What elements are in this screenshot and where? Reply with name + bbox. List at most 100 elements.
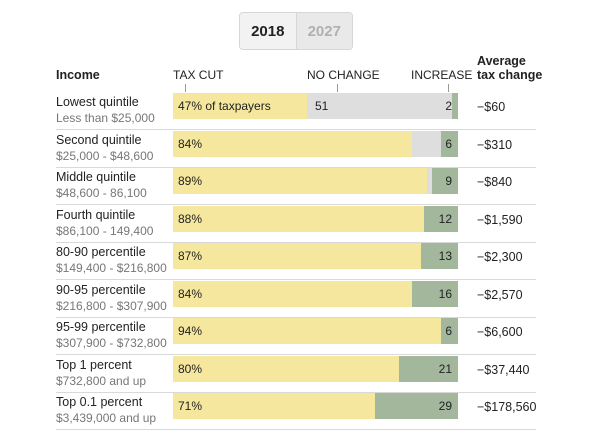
increase-value-label: 9 [445, 174, 452, 188]
year-2018-button[interactable]: 2018 [240, 13, 297, 49]
tax-cut-bar-segment [173, 168, 427, 194]
increase-bar-segment [412, 280, 458, 307]
table-row: Lowest quintile Less than $25,000 47% of t… [56, 91, 536, 130]
increase-bar-segment [375, 393, 458, 419]
tax-cut-value-label: 80% [178, 361, 203, 376]
increase-bar-segment [398, 355, 458, 382]
tax-cut-bar-segment [173, 280, 413, 307]
stacked-bar: 84% 16 [173, 280, 458, 307]
stacked-bar: 47% of taxpayers 51 2 [173, 93, 458, 119]
table-row: Fourth quintile $86,100 - 149,400 88% 12 −$1… [56, 204, 536, 243]
income-range-label: $48,600 - 86,100 [56, 186, 147, 200]
row-divider [56, 429, 536, 430]
tax-cut-value-label: 84% [178, 286, 203, 301]
tax-cut-value-label: 94% [178, 324, 203, 338]
no-change-bar-segment [426, 168, 433, 194]
row-divider [56, 204, 536, 205]
year-toggle: 2018 2027 [239, 12, 353, 50]
tax-cut-tick [185, 84, 186, 92]
table-row: Top 1 percent $732,800 and up 80% 21 −$37,44… [56, 354, 536, 393]
increase-header: INCREASE [411, 68, 473, 82]
row-divider [56, 279, 536, 280]
income-range-label: $732,800 and up [56, 373, 147, 388]
row-divider [56, 391, 536, 393]
income-range-label: $307,900 - $732,800 [56, 336, 167, 350]
income-range-label: Less than $25,000 [56, 111, 155, 125]
stacked-bar: 87% 13 [173, 243, 458, 269]
increase-tick [448, 84, 449, 92]
increase-value-label: 16 [438, 286, 452, 301]
tax-cut-bar-segment [173, 93, 307, 119]
tax-cut-value-label: 71% [178, 399, 203, 413]
average-header-line1: Average [477, 54, 526, 68]
row-divider [56, 316, 536, 318]
tax-cut-value-label: 87% [178, 249, 203, 263]
income-group-label: Lowest quintile [56, 95, 139, 109]
income-group-label: Fourth quintile [56, 207, 136, 222]
table-row: 95-99 percentile $307,900 - $732,800 94% 6 −… [56, 316, 536, 355]
year-2027-button[interactable]: 2027 [296, 13, 352, 49]
income-group-label: Second quintile [56, 132, 142, 147]
increase-value-label: 21 [438, 361, 452, 376]
average-tax-change-header: Average tax change [477, 54, 542, 82]
increase-value-label: 6 [445, 136, 452, 151]
no-change-header: NO CHANGE [307, 68, 380, 82]
stacked-bar: 89% 9 [173, 168, 458, 194]
no-change-bar-segment [306, 93, 453, 119]
increase-bar-segment [420, 243, 458, 269]
tax-cut-bar-segment [173, 243, 421, 269]
income-group-label: Middle quintile [56, 170, 136, 184]
tax-cut-value-label: 88% [178, 211, 203, 226]
stacked-bar: 88% 12 [173, 205, 458, 232]
table-row: 90-95 percentile $216,800 - $307,900 84% 16… [56, 279, 536, 318]
increase-value-label: 2 [445, 99, 452, 113]
increase-value-label: 13 [438, 249, 452, 263]
table-row: Second quintile $25,000 - $48,600 84% 6 −$31… [56, 129, 536, 168]
tax-cut-bar-segment [173, 318, 441, 344]
income-range-label: $25,000 - $48,600 [56, 148, 154, 163]
average-tax-change-value: −$37,440 [477, 362, 530, 377]
tax-cut-value-label: 47% of taxpayers [178, 99, 271, 113]
stacked-bar: 80% 21 [173, 355, 458, 382]
tax-cut-bar-segment [173, 205, 424, 232]
row-divider [56, 166, 536, 168]
tax-cut-header: TAX CUT [173, 68, 224, 82]
income-group-label: 90-95 percentile [56, 282, 146, 297]
row-divider [56, 354, 536, 355]
average-tax-change-value: −$840 [477, 175, 513, 189]
income-range-label: $86,100 - 149,400 [56, 223, 154, 238]
tax-cut-value-label: 84% [178, 136, 203, 151]
increase-bar-segment [440, 130, 458, 157]
row-divider [56, 241, 536, 243]
increase-bar-segment [423, 205, 458, 232]
average-tax-change-value: −$1,590 [477, 212, 523, 227]
income-group-label: Top 1 percent [56, 357, 132, 372]
tax-cut-bar-segment [173, 130, 413, 157]
increase-value-label: 29 [438, 399, 452, 413]
table-row: Middle quintile $48,600 - 86,100 89% 9 −$840 [56, 166, 536, 205]
average-tax-change-value: −$310 [477, 137, 513, 152]
income-group-label: 80-90 percentile [56, 245, 146, 259]
increase-value-label: 12 [438, 211, 452, 226]
income-range-label: $216,800 - $307,900 [56, 298, 167, 313]
tax-cut-value-label: 89% [178, 174, 203, 188]
average-header-line2: tax change [477, 68, 543, 82]
no-change-value-label: 51 [314, 99, 329, 113]
stacked-bar: 71% 29 [173, 393, 458, 419]
income-group-label: Top 0.1 percent [56, 395, 143, 409]
income-range-label: $149,400 - $216,800 [56, 261, 167, 275]
average-tax-change-value: −$2,300 [477, 250, 523, 264]
average-tax-change-value: −$2,570 [477, 287, 523, 302]
income-header: Income [56, 68, 100, 82]
increase-value-label: 6 [445, 324, 452, 338]
stacked-bar: 84% 6 [173, 130, 458, 157]
tax-cut-bar-segment [173, 355, 399, 382]
increase-bar-segment [452, 93, 458, 119]
average-tax-change-value: −$60 [477, 100, 506, 114]
no-change-tick [337, 84, 338, 92]
tax-cut-bar-segment [173, 393, 376, 419]
stacked-bar: 94% 6 [173, 318, 458, 344]
row-divider [56, 129, 536, 130]
no-change-bar-segment [412, 130, 441, 157]
income-group-label: 95-99 percentile [56, 320, 146, 334]
